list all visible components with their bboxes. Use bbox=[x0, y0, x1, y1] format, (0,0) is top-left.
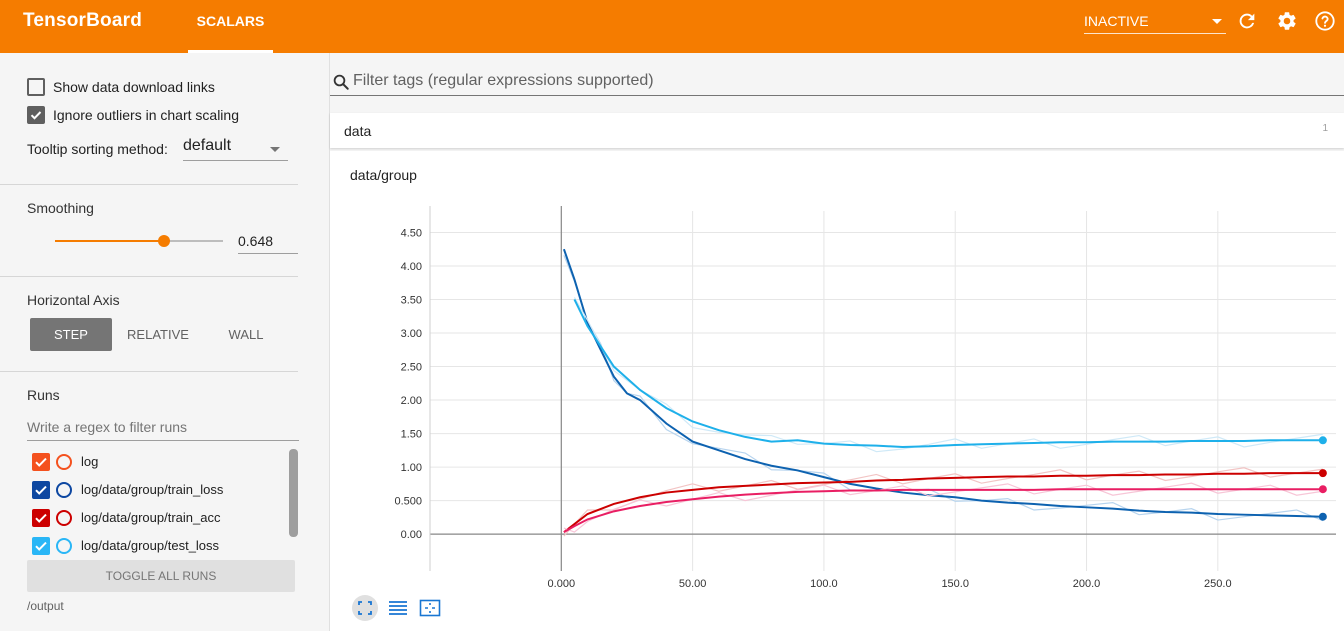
divider bbox=[0, 371, 298, 372]
run-checkbox[interactable] bbox=[32, 481, 50, 499]
chart-title: data/group bbox=[350, 167, 417, 183]
y-tick-label: 2.00 bbox=[401, 395, 422, 407]
series-raw-line bbox=[563, 255, 1324, 522]
series-end-point bbox=[1318, 512, 1327, 521]
axis-step-button[interactable]: STEP bbox=[30, 318, 112, 351]
x-tick-label: 0.000 bbox=[548, 578, 576, 590]
app-title: TensorBoard bbox=[23, 10, 143, 31]
category-count: 1 bbox=[1322, 123, 1328, 134]
tag-filter[interactable]: Filter tags (regular expressions support… bbox=[330, 67, 1344, 96]
run-label: log/data/group/train_loss bbox=[81, 482, 224, 497]
run-color-swatch[interactable] bbox=[56, 482, 72, 498]
series-line bbox=[573, 299, 1323, 448]
sidebar: Show data download links Ignore outliers… bbox=[0, 53, 330, 631]
y-tick-label: 4.00 bbox=[401, 261, 422, 273]
series-end-point bbox=[1318, 485, 1327, 494]
refresh-icon[interactable] bbox=[1236, 10, 1258, 32]
help-icon[interactable] bbox=[1314, 10, 1336, 32]
y-tick-label: 0.500 bbox=[394, 496, 422, 508]
y-tick-label: 3.50 bbox=[401, 294, 422, 306]
check-icon bbox=[35, 541, 47, 551]
x-tick-label: 50.00 bbox=[679, 578, 707, 590]
top-bar: TensorBoard SCALARS INACTIVE bbox=[0, 0, 1344, 53]
fit-domain-button[interactable] bbox=[352, 595, 378, 621]
axis-relative-button[interactable]: RELATIVE bbox=[127, 327, 189, 342]
run-color-swatch[interactable] bbox=[56, 454, 72, 470]
check-icon bbox=[30, 111, 42, 120]
select-region-button[interactable] bbox=[417, 595, 443, 621]
chevron-down-icon bbox=[1212, 19, 1222, 24]
y-tick-label: 1.00 bbox=[401, 462, 422, 474]
run-label: log/data/group/train_acc bbox=[81, 510, 221, 525]
x-tick-label: 200.0 bbox=[1073, 578, 1101, 590]
run-checkbox[interactable] bbox=[32, 453, 50, 471]
y-tick-label: 1.50 bbox=[401, 429, 422, 441]
series-end-point bbox=[1318, 436, 1327, 445]
list-icon bbox=[389, 601, 407, 615]
smoothing-input[interactable]: 0.648 bbox=[238, 230, 298, 254]
run-color-swatch[interactable] bbox=[56, 538, 72, 554]
check-icon bbox=[35, 513, 47, 523]
run-status-select[interactable]: INACTIVE bbox=[1084, 10, 1226, 34]
gear-icon[interactable] bbox=[1276, 10, 1298, 32]
divider bbox=[0, 276, 298, 277]
ignore-outliers-label: Ignore outliers in chart scaling bbox=[53, 107, 239, 123]
run-label: log/data/group/test_loss bbox=[81, 538, 220, 553]
run-checkbox[interactable] bbox=[32, 509, 50, 527]
tag-filter-placeholder: Filter tags (regular expressions support… bbox=[353, 72, 654, 89]
tooltip-sorting-value: default bbox=[183, 137, 232, 154]
run-color-swatch[interactable] bbox=[56, 510, 72, 526]
expand-icon bbox=[358, 601, 372, 615]
run-checkbox[interactable] bbox=[32, 537, 50, 555]
smoothing-title: Smoothing bbox=[27, 200, 94, 216]
category-header[interactable]: data 1 bbox=[330, 113, 1344, 148]
ignore-outliers-checkbox[interactable] bbox=[27, 106, 45, 124]
x-tick-label: 100.0 bbox=[810, 578, 838, 590]
axis-wall-button[interactable]: WALL bbox=[228, 327, 264, 342]
series-line bbox=[562, 248, 1323, 518]
chevron-down-icon bbox=[270, 147, 280, 152]
runs-filter-input[interactable]: Write a regex to filter runs bbox=[27, 417, 299, 441]
smoothing-slider-thumb[interactable] bbox=[157, 235, 170, 247]
series-raw-line bbox=[563, 482, 1323, 533]
runs-title: Runs bbox=[27, 387, 60, 403]
search-icon bbox=[333, 74, 349, 90]
series-end-point bbox=[1318, 469, 1327, 478]
x-tick-label: 250.0 bbox=[1204, 578, 1232, 590]
tooltip-sorting-dropdown[interactable]: default bbox=[183, 137, 288, 161]
category-name: data bbox=[344, 123, 372, 139]
chart-card: data/group 0.00 0.500 1.00 1.50 2.00 2.50 3.00… bbox=[330, 151, 1344, 631]
series-raw-line bbox=[573, 297, 1323, 453]
runs-scrollbar[interactable] bbox=[289, 449, 298, 537]
show-download-checkbox[interactable] bbox=[27, 78, 45, 96]
y-tick-label: 0.00 bbox=[401, 529, 422, 541]
divider bbox=[0, 184, 298, 185]
check-icon bbox=[35, 457, 47, 467]
horizontal-axis-title: Horizontal Axis bbox=[27, 292, 120, 308]
tooltip-sorting-label: Tooltip sorting method: bbox=[27, 141, 168, 157]
y-tick-label: 4.50 bbox=[401, 227, 422, 239]
series-line bbox=[563, 472, 1323, 533]
run-status-value: INACTIVE bbox=[1084, 13, 1149, 29]
y-tick-label: 3.00 bbox=[401, 328, 422, 340]
show-download-label: Show data download links bbox=[53, 79, 215, 95]
crop-icon bbox=[419, 599, 441, 617]
active-tab-indicator bbox=[188, 50, 273, 53]
toggle-log-scale-button[interactable] bbox=[385, 595, 411, 621]
y-tick-label: 2.50 bbox=[401, 362, 422, 374]
run-label: log bbox=[81, 454, 99, 469]
toggle-all-runs-button[interactable]: TOGGLE ALL RUNS bbox=[27, 560, 295, 592]
series-line bbox=[563, 488, 1323, 533]
tab-scalars[interactable]: SCALARS bbox=[196, 13, 265, 29]
check-icon bbox=[35, 485, 47, 495]
output-path: /output bbox=[27, 599, 64, 613]
main-panel: Filter tags (regular expressions support… bbox=[330, 53, 1344, 631]
x-tick-label: 150.0 bbox=[941, 578, 969, 590]
line-chart[interactable]: 0.00 0.500 1.00 1.50 2.00 2.50 3.00 3.50 4.00 4.5… bbox=[330, 151, 1344, 591]
smoothing-slider-fill bbox=[55, 240, 164, 242]
